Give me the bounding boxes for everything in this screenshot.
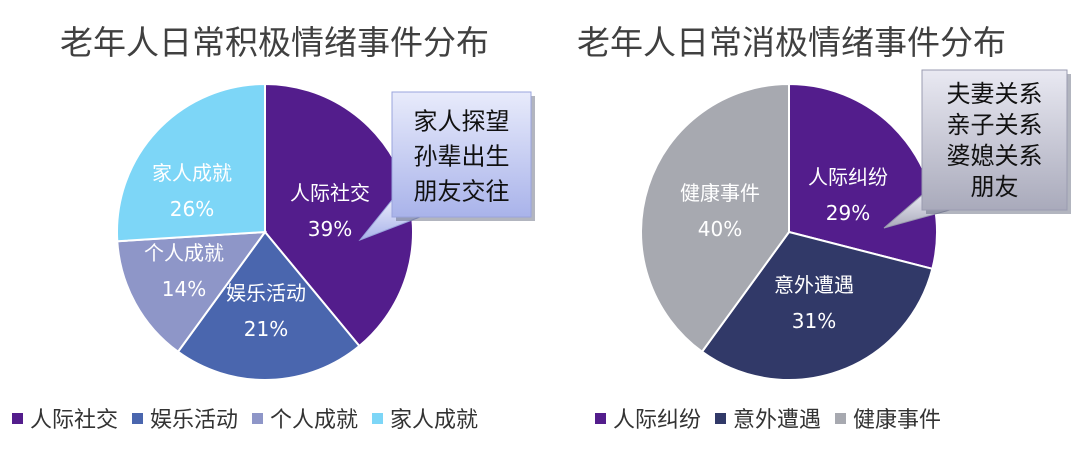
legend-item: 人际纠纷 bbox=[595, 402, 701, 434]
legend-item: 娱乐活动 bbox=[132, 402, 238, 434]
legend-item: 意外遭遇 bbox=[715, 402, 821, 434]
legend-item: 人际社交 bbox=[12, 402, 118, 434]
right-chart-title: 老年人日常消极情绪事件分布 bbox=[577, 23, 1006, 62]
slice-value-label: 31% bbox=[792, 309, 836, 333]
slice-value-label: 29% bbox=[826, 201, 870, 225]
callout-line: 孙辈出生 bbox=[414, 142, 510, 170]
pie-slice-right-1 bbox=[700, 230, 934, 381]
legend-label: 健康事件 bbox=[853, 408, 942, 433]
slice-value-label: 14% bbox=[162, 277, 206, 301]
slice-value-label: 40% bbox=[698, 217, 742, 241]
slice-name-label: 家人成就 bbox=[152, 161, 232, 185]
slice-value-label: 39% bbox=[308, 217, 352, 241]
legend-item: 个人成就 bbox=[252, 402, 358, 434]
callout-line: 亲子关系 bbox=[947, 111, 1043, 139]
legend-item: 家人成就 bbox=[372, 402, 478, 434]
pie-slice-left-1 bbox=[176, 230, 361, 381]
callout-line: 夫妻关系 bbox=[947, 80, 1043, 108]
pie-slice-right-2 bbox=[640, 82, 790, 354]
legend-label: 个人成就 bbox=[270, 408, 359, 433]
legend-swatch bbox=[595, 412, 606, 424]
callout-box bbox=[391, 91, 532, 218]
legend-swatch bbox=[715, 412, 727, 424]
legend-swatch bbox=[12, 412, 23, 424]
slice-name-label: 个人成就 bbox=[144, 241, 224, 265]
legend-label: 娱乐活动 bbox=[150, 408, 239, 433]
legend-label: 家人成就 bbox=[390, 408, 479, 433]
slice-name-label: 人际社交 bbox=[290, 181, 370, 205]
right-pie-chart: 人际纠纷 29% 意外遭遇 31% 健康事件 40% bbox=[640, 82, 938, 381]
slice-name-label: 娱乐活动 bbox=[226, 281, 306, 305]
pie-slice-left-3 bbox=[116, 82, 266, 243]
callout-line: 婆媳关系 bbox=[947, 142, 1043, 170]
left-pie-chart: 人际社交 39% 娱乐活动 21% 个人成就 14% 家人成就 26% bbox=[116, 82, 415, 381]
slice-value-label: 26% bbox=[170, 197, 214, 221]
slice-value-label: 21% bbox=[244, 317, 288, 341]
callout-box bbox=[921, 69, 1068, 211]
legend-swatch bbox=[835, 412, 847, 424]
right-legend: 人际纠纷 意外遭遇 健康事件 bbox=[595, 402, 955, 434]
legend-label: 人际纠纷 bbox=[613, 408, 702, 433]
legend-swatch bbox=[372, 412, 384, 424]
slice-name-label: 意外遭遇 bbox=[774, 273, 854, 297]
legend-label: 意外遭遇 bbox=[733, 408, 822, 433]
legend-swatch bbox=[132, 412, 144, 424]
legend-swatch bbox=[252, 412, 264, 424]
legend-label: 人际社交 bbox=[30, 408, 119, 433]
callout-line: 家人探望 bbox=[414, 107, 510, 135]
callout-line: 朋友交往 bbox=[414, 177, 510, 205]
left-legend: 人际社交 娱乐活动 个人成就 家人成就 bbox=[12, 402, 492, 434]
callout-line: 朋友 bbox=[971, 173, 1019, 201]
left-chart-title: 老年人日常积极情绪事件分布 bbox=[60, 23, 489, 62]
legend-item: 健康事件 bbox=[835, 402, 941, 434]
pie-slice-left-2 bbox=[116, 230, 268, 354]
slice-name-label: 人际纠纷 bbox=[808, 165, 888, 189]
slice-name-label: 健康事件 bbox=[680, 181, 760, 205]
